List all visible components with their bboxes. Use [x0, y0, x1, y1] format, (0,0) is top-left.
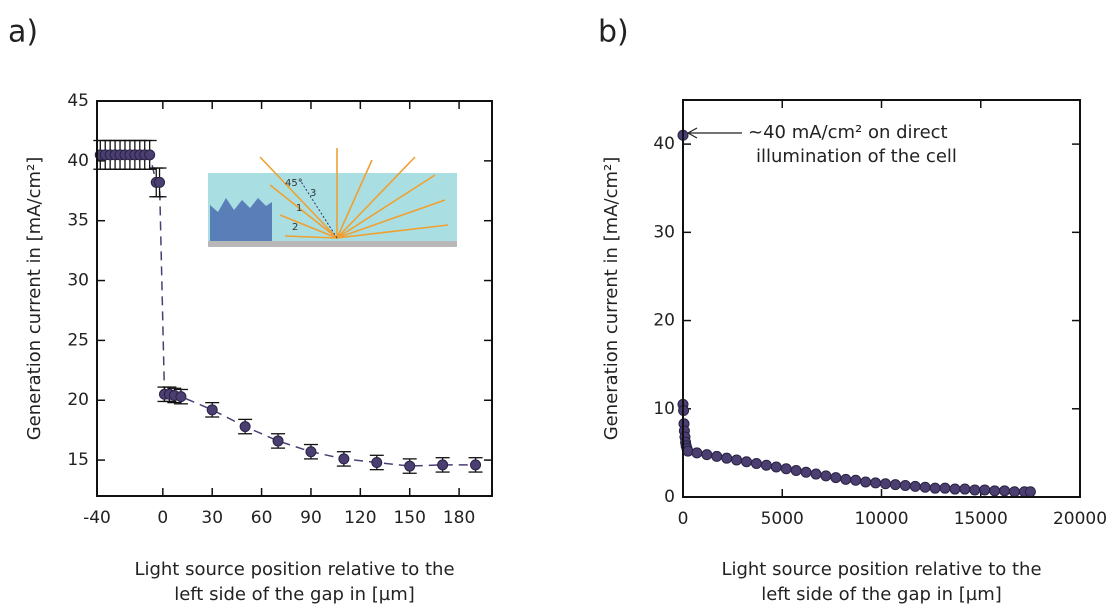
data-point [820, 470, 832, 482]
data-point [919, 481, 931, 493]
data-point [800, 466, 812, 478]
data-point [999, 485, 1011, 497]
data-point [879, 478, 891, 490]
y-tick-label: 40 [67, 151, 89, 171]
x-tick-label: -40 [83, 508, 111, 528]
data-point [760, 459, 772, 471]
data-point [830, 472, 842, 484]
y-tick-label: 30 [67, 271, 89, 291]
y-tick-label: 40 [653, 134, 675, 154]
data-point [780, 463, 792, 475]
y-tick-label: 25 [67, 330, 89, 350]
x-tick-label: 60 [251, 508, 273, 528]
data-point [850, 474, 862, 486]
x-axis-label: Light source position relative to the [721, 559, 1041, 580]
data-point [929, 482, 941, 494]
plot-frame [682, 99, 1081, 498]
data-point [239, 421, 251, 433]
x-tick-label: 0 [678, 509, 689, 529]
panel-label: b) [598, 15, 629, 50]
y-tick-label: 10 [653, 399, 675, 419]
x-axis-label: Light source position relative to the [134, 559, 454, 580]
y-tick-label: 20 [67, 390, 89, 410]
data-point [701, 449, 713, 461]
inset-label: 1 [296, 203, 302, 214]
data-point [1008, 486, 1020, 498]
x-tick-label: 120 [344, 508, 376, 528]
y-tick-label: 0 [664, 487, 675, 507]
data-point [870, 477, 882, 489]
inset-diagram: 45° 1 2 3 [208, 148, 457, 247]
x-tick-label: 5000 [761, 509, 804, 529]
y-tick-label: 15 [67, 450, 89, 470]
x-tick-label: 180 [443, 508, 475, 528]
x-tick-label: 30 [201, 508, 223, 528]
data-point [860, 476, 872, 488]
x-axis-label: left side of the gap in [µm] [174, 584, 415, 605]
data-point [371, 456, 383, 468]
data-point [889, 479, 901, 491]
data-point [770, 461, 782, 473]
annotation: ~40 mA/cm² on direct [748, 122, 948, 143]
inset-normal [299, 179, 338, 239]
data-point [144, 149, 156, 161]
annotation-arrow [686, 127, 742, 139]
x-tick-label: 90 [300, 508, 322, 528]
x-tick-label: 0 [157, 508, 168, 528]
y-tick-label: 20 [653, 311, 675, 331]
inset-label: 2 [292, 222, 298, 233]
data-point [437, 459, 449, 471]
data-point [949, 483, 961, 495]
panel-label: a) [8, 15, 38, 50]
data-point [750, 457, 762, 469]
data-point [154, 176, 166, 188]
inset-label: 3 [310, 188, 316, 199]
x-tick-label: 10000 [854, 509, 908, 529]
data-point [939, 482, 951, 494]
data-point [305, 446, 317, 458]
inset-cell [210, 198, 272, 241]
data-point [404, 460, 416, 472]
y-tick-label: 45 [67, 91, 89, 111]
data-point [741, 456, 753, 468]
data-point [731, 454, 743, 466]
x-tick-label: 15000 [954, 509, 1008, 529]
y-axis-label: Generation current in [mA/cm²] [601, 157, 622, 441]
inset-rays [259, 148, 449, 239]
data-point [790, 465, 802, 477]
data-point [721, 452, 733, 464]
data-point [979, 484, 991, 496]
plot-frame [96, 100, 493, 497]
y-axis-label: Generation current in [mA/cm²] [24, 157, 45, 441]
data-point [959, 483, 971, 495]
data-point [1024, 486, 1036, 498]
data-point [969, 484, 981, 496]
data-point [338, 453, 350, 465]
x-tick-label: 150 [393, 508, 425, 528]
data-point [989, 485, 1001, 497]
inset-label: 45° [285, 178, 303, 189]
y-tick-label: 35 [67, 211, 89, 231]
data-point [909, 480, 921, 492]
x-tick-label: 20000 [1053, 509, 1107, 529]
x-axis-label: left side of the gap in [µm] [761, 584, 1002, 605]
data-point [682, 445, 694, 457]
inset-substrate [208, 241, 457, 247]
data-point [840, 473, 852, 485]
data-point [691, 447, 703, 459]
data-point [810, 468, 822, 480]
data-point [899, 480, 911, 492]
data-point [206, 404, 218, 416]
annotation: illumination of the cell [756, 146, 957, 167]
data-point [175, 391, 187, 403]
data-point [272, 435, 284, 447]
y-tick-label: 30 [653, 222, 675, 242]
data-point [470, 459, 482, 471]
data-point [711, 450, 723, 462]
